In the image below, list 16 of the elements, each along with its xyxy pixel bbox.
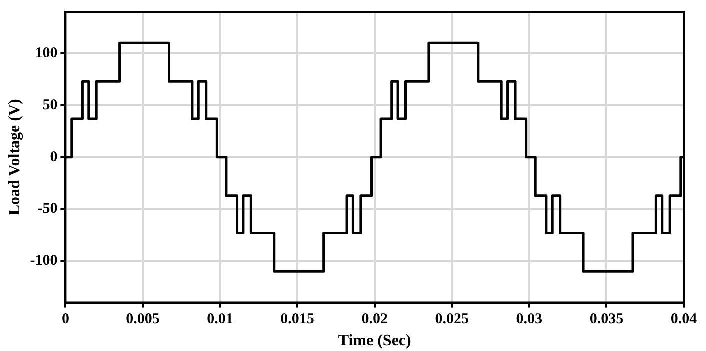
y-tick-label: 100 — [35, 45, 58, 62]
y-tick-label: 0 — [50, 149, 58, 166]
x-tick-label: 0.02 — [362, 312, 388, 328]
x-tick-label: 0.04 — [670, 312, 698, 328]
x-tick-label: 0.015 — [280, 312, 314, 328]
x-tick-label: 0.01 — [207, 312, 234, 328]
y-tick-label: -100 — [30, 253, 58, 270]
y-axis-title: Load Voltage (V) — [6, 99, 24, 216]
x-tick-label: 0 — [62, 312, 70, 328]
x-tick-label: 0.025 — [435, 312, 470, 328]
x-tick-label: 0.035 — [590, 312, 624, 328]
y-tick-label: 50 — [42, 97, 58, 114]
x-axis-title: Time (Sec) — [338, 332, 412, 350]
x-tick-label: 0.03 — [516, 312, 543, 328]
x-tick-label: 0.005 — [126, 312, 160, 328]
y-tick-label: -50 — [38, 201, 58, 218]
